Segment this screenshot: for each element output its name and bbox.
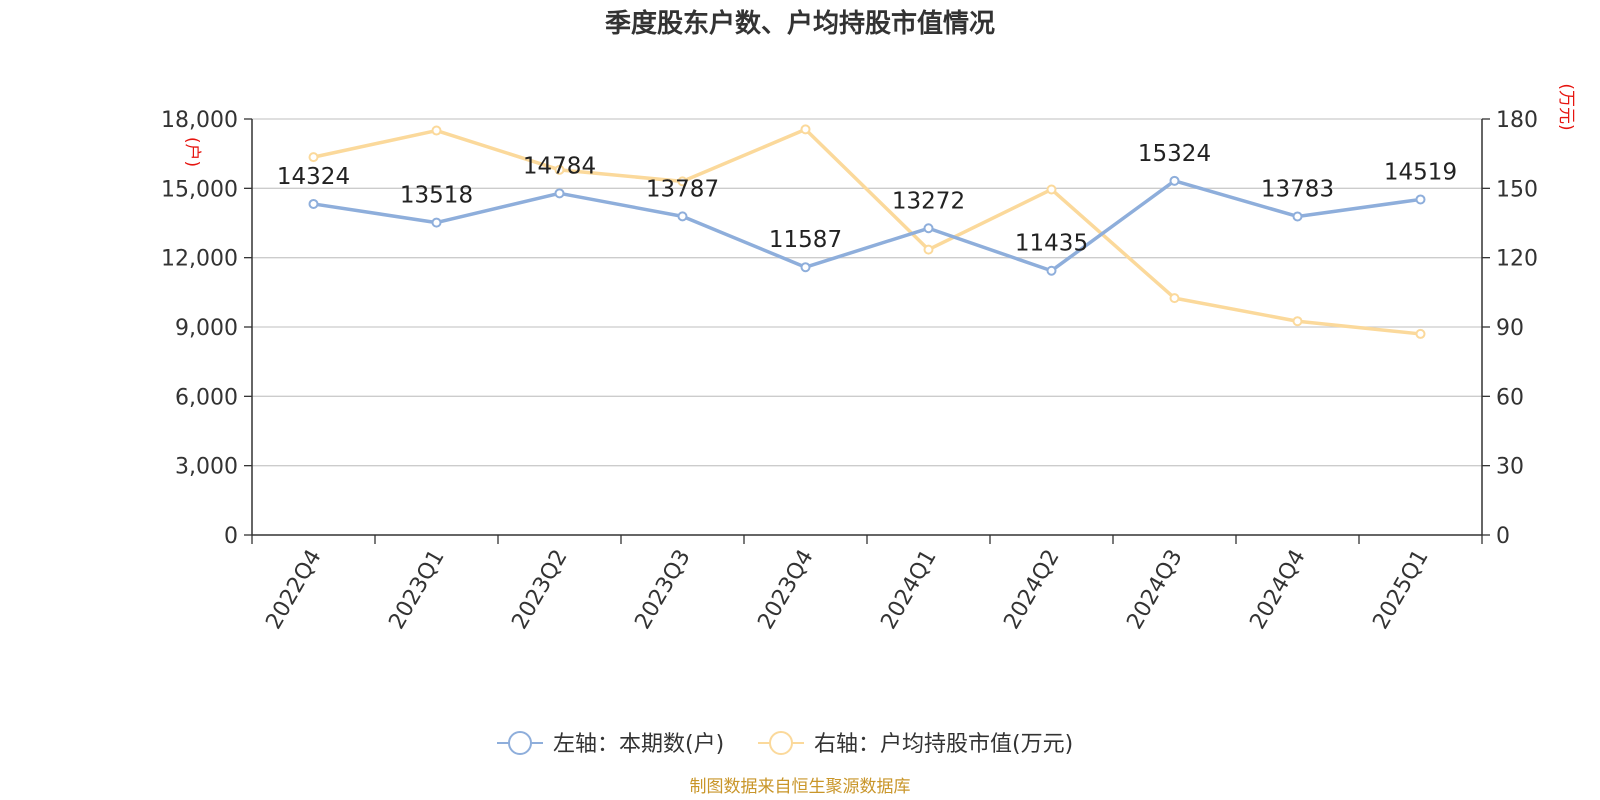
right-tick-label: 180: [1496, 108, 1538, 133]
data-point-left: [1169, 175, 1180, 186]
data-point-right: [431, 125, 442, 136]
data-point-left: [1415, 194, 1426, 205]
right-tick-label: 90: [1496, 316, 1524, 341]
data-label: 15324: [1138, 141, 1211, 167]
right-tick-label: 60: [1496, 385, 1524, 410]
series-line-right: [313, 127, 1421, 336]
left-tick-label: 12,000: [161, 247, 238, 272]
data-point-left: [431, 217, 442, 228]
data-label: 14324: [277, 164, 350, 190]
left-tick-label: 0: [224, 524, 238, 549]
data-point-left: [800, 262, 811, 273]
left-tick-label: 3,000: [175, 455, 238, 480]
legend[interactable]: 左轴：本期数(户) 右轴：户均持股市值(万元): [497, 731, 1073, 757]
data-label: 13272: [892, 188, 965, 214]
left-tick-label: 6,000: [175, 385, 238, 410]
data-point-left: [554, 188, 565, 199]
data-label: 14784: [523, 153, 596, 179]
x-tick-label: 2023Q4: [753, 546, 818, 634]
chart-title: 季度股东户数、户均持股市值情况: [605, 8, 995, 39]
x-tick-label: 2023Q3: [630, 546, 695, 634]
data-label: 13518: [400, 183, 473, 209]
x-tick-label: 2023Q2: [507, 546, 572, 634]
left-tick-label: 18,000: [161, 108, 238, 133]
data-point-right: [1169, 293, 1180, 304]
right-axis-unit: (万元): [1556, 83, 1576, 130]
data-point-left: [1292, 211, 1303, 222]
legend-label: 左轴：本期数(户): [553, 732, 724, 757]
data-point-right: [677, 176, 688, 187]
data-label: 13783: [1261, 176, 1334, 202]
x-tick-label: 2023Q1: [384, 546, 449, 634]
x-tick-label: 2024Q2: [999, 546, 1064, 634]
data-label: 11587: [769, 227, 842, 253]
legend-label: 右轴：户均持股市值(万元): [814, 732, 1073, 757]
data-label: 11435: [1015, 231, 1088, 257]
grid-lines: [252, 118, 1482, 467]
source-note: 制图数据来自恒生聚源数据库: [690, 777, 911, 797]
data-label: 14519: [1384, 159, 1457, 185]
series-line-left: [313, 179, 1421, 273]
right-tick-label: 150: [1496, 177, 1538, 202]
data-point-left: [923, 223, 934, 234]
data-label: 13787: [646, 176, 719, 202]
x-tick-label: 2024Q1: [876, 546, 941, 634]
data-point-right: [1046, 184, 1057, 195]
data-point-left: [677, 211, 688, 222]
series-group: [308, 124, 1426, 339]
data-point-right: [554, 164, 565, 175]
legend-item-right[interactable]: 右轴：户均持股市值(万元): [758, 731, 1073, 757]
data-point-right: [800, 124, 811, 135]
data-point-right: [1292, 316, 1303, 327]
data-point-right: [923, 244, 934, 255]
right-tick-label: 30: [1496, 455, 1524, 480]
x-tick-label: 2024Q3: [1122, 546, 1187, 634]
x-tick-label: 2022Q4: [261, 546, 326, 634]
data-point-right: [1415, 328, 1426, 339]
legend-item-left[interactable]: 左轴：本期数(户): [497, 731, 724, 757]
data-point-left: [1046, 265, 1057, 276]
data-point-right: [308, 152, 319, 163]
left-tick-label: 9,000: [175, 316, 238, 341]
data-labels: 14324 13518 14784 13787 11587 13272 11435 15324…: [277, 141, 1457, 257]
legend-marker-icon: [769, 731, 793, 755]
right-tick-label: 0: [1496, 524, 1510, 549]
data-point-left: [308, 198, 319, 209]
left-tick-label: 15,000: [161, 177, 238, 202]
x-tick-label: 2025Q1: [1368, 546, 1433, 634]
legend-marker-icon: [508, 731, 532, 755]
x-tick-label: 2024Q4: [1245, 546, 1310, 634]
left-axis-unit: (户): [182, 137, 202, 167]
right-tick-label: 120: [1496, 247, 1538, 272]
